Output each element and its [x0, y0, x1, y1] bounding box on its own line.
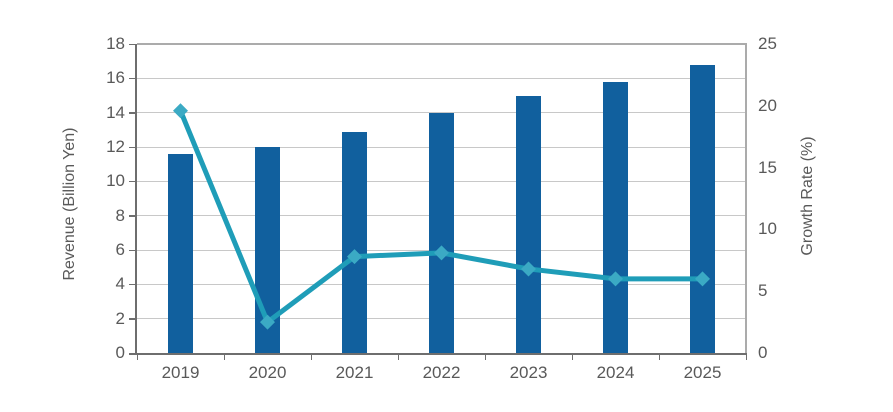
y-axis-left-tick-6: [129, 249, 135, 252]
y-axis-left-tick-12: [129, 146, 135, 149]
y-axis-right-tick-label-5: 5: [758, 281, 768, 301]
y-axis-left-tick-label-2: 2: [115, 308, 125, 328]
x-axis-tick-0: [136, 355, 139, 360]
x-axis-tick-5: [571, 355, 574, 360]
bar-2021: [342, 131, 367, 353]
growth-rate-marker-2024: [608, 271, 623, 287]
y-axis-left-tick-label-4: 4: [115, 274, 125, 294]
x-axis-label-2025: 2025: [683, 363, 722, 382]
y-axis-left-tick-18: [129, 43, 135, 46]
bar-2024: [603, 81, 628, 353]
x-axis-label-2021: 2021: [335, 363, 374, 382]
bar-2022: [429, 112, 454, 353]
x-axis-tick-4: [484, 355, 487, 360]
x-axis-tick-2: [310, 355, 313, 360]
y-axis-right-tick-label-10: 10: [758, 219, 777, 239]
y-axis-left-tick-4: [129, 283, 135, 286]
growth-rate-marker-2022: [434, 245, 449, 261]
growth-rate-line: [178, 108, 705, 325]
bar-2019: [168, 153, 193, 353]
y-axis-left-tick-14: [129, 112, 135, 114]
y-axis-left-tick-label-6: 6: [115, 240, 125, 259]
y-axis-right-tick-label-25: 25: [758, 34, 777, 53]
plot-border-right: [745, 43, 747, 353]
y-axis-left-tick-label-8: 8: [115, 205, 125, 225]
y-axis-left-tick-label-12: 12: [106, 137, 125, 156]
y-axis-left-tick-label-18: 18: [106, 34, 125, 53]
y-axis-left-tick-label-16: 16: [106, 68, 125, 88]
y-axis-left-tick-16: [129, 77, 135, 80]
x-axis-line: [129, 353, 747, 355]
y-axis-line: [135, 44, 137, 354]
x-axis-label-2020: 2020: [248, 363, 287, 382]
y-axis-left-tick-10: [129, 180, 135, 183]
x-axis-label-2019: 2019: [161, 363, 200, 382]
y-axis-right-tick-label-20: 20: [758, 95, 777, 115]
y-axis-left-tick-label-10: 10: [106, 171, 125, 191]
growth-rate-marker-2019: [173, 103, 188, 119]
growth-rate-marker-2021: [347, 249, 362, 265]
bar-2023: [516, 95, 541, 353]
x-axis-label-2022: 2022: [422, 363, 461, 382]
x-axis-label-2023: 2023: [509, 363, 548, 382]
x-axis-label-2024: 2024: [596, 363, 635, 382]
growth-rate-marker-2025: [695, 271, 710, 287]
x-axis-tick-1: [223, 355, 226, 360]
y-axis-left-tick-8: [129, 215, 135, 217]
x-axis-tick-6: [658, 355, 661, 360]
gridline-y16: [137, 77, 746, 79]
y-axis-left-tick-label-14: 14: [106, 102, 125, 122]
x-axis-tick-7: [745, 355, 748, 360]
growth-rate-marker-2020: [260, 314, 275, 330]
bar-2025: [690, 64, 715, 353]
y-axis-right-tick-label-0: 0: [758, 343, 768, 362]
growth-rate-marker-2023: [521, 261, 536, 277]
x-axis-tick-3: [397, 355, 400, 360]
y-axis-left-tick-label-0: 0: [115, 343, 125, 362]
y-axis-left-tick-2: [129, 318, 135, 320]
y-axis-right-tick-label-15: 15: [758, 157, 777, 177]
y-axis-left-tick-0: [129, 352, 135, 355]
plot-border-top: [137, 43, 746, 45]
